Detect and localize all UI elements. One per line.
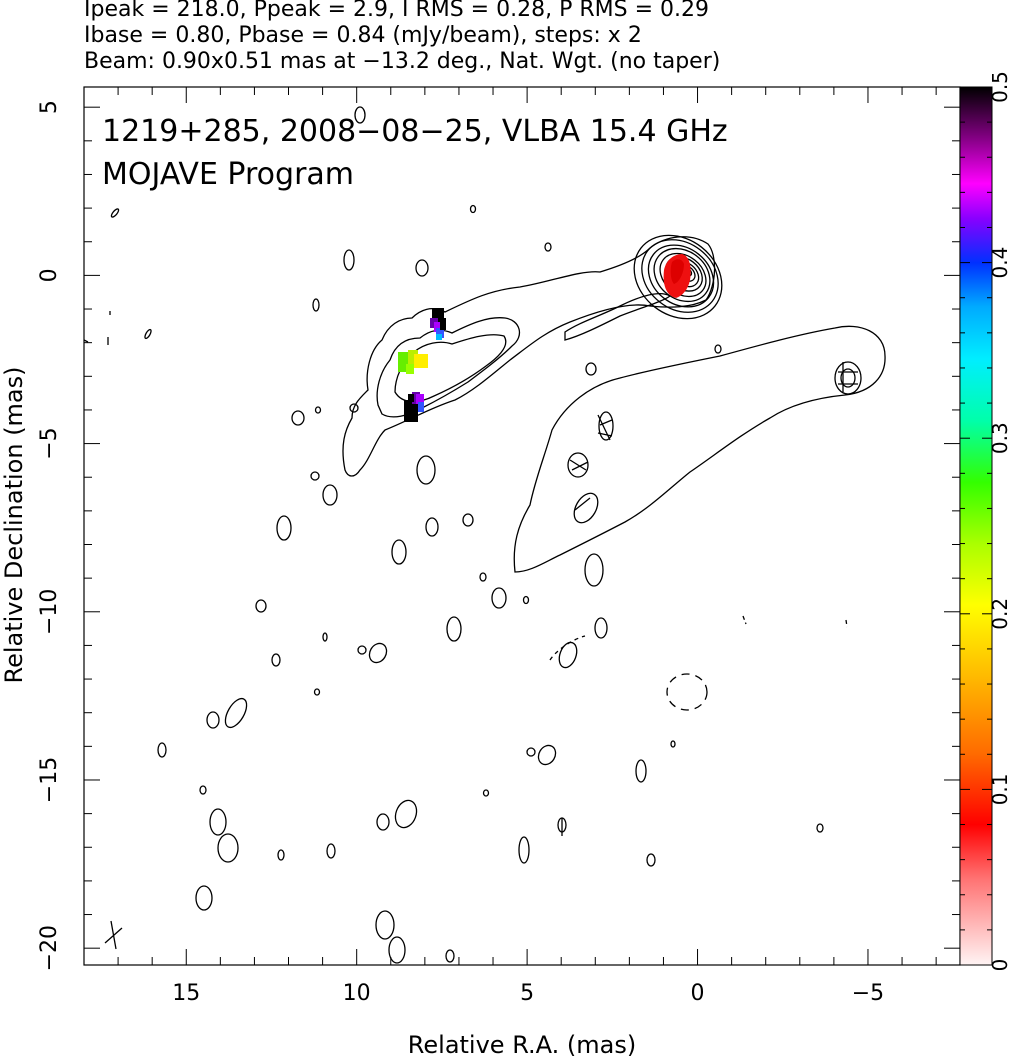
y-tick-label: 0	[37, 268, 62, 282]
y-tick-label: −5	[37, 427, 62, 459]
header-line-3: Beam: 0.90x0.51 mas at −13.2 deg., Nat. …	[84, 49, 721, 74]
colorbar-tick-label: 0.3	[988, 422, 1012, 454]
header-line-2: Ibase = 0.80, Pbase = 0.84 (mJy/beam), s…	[84, 23, 642, 48]
jet-inner-contour	[376, 317, 521, 418]
jet-outer-contour	[342, 236, 716, 477]
colorbar	[959, 86, 993, 966]
colorbar-tick-label: 0.5	[988, 71, 1012, 103]
header-line-1: Ipeak = 218.0, Ppeak = 2.9, I RMS = 0.28…	[84, 0, 709, 22]
x-axis-label: Relative R.A. (mas)	[408, 1031, 636, 1059]
contour-lines	[83, 106, 886, 964]
x-tick-label: 15	[172, 981, 200, 1006]
colorbar-tick-label: 0.1	[988, 773, 1012, 805]
y-tick-label: 5	[37, 100, 62, 114]
x-axis: 15 10 5 0 −5	[83, 87, 937, 1006]
colorbar-axis: 0 0.1 0.2 0.3 0.4 0.5	[960, 71, 1012, 971]
map-title-line-1: 1219+285, 2008−08−25, VLBA 15.4 GHz	[102, 114, 728, 149]
y-axis: 5 0 −5 −10 −15 −20	[37, 100, 960, 971]
colorbar-tick-label: 0.2	[988, 598, 1012, 630]
y-tick-label: −20	[37, 925, 62, 971]
map-title-line-2: MOJAVE Program	[102, 157, 354, 192]
y-tick-label: −15	[37, 757, 62, 803]
beam-marker	[104, 920, 123, 950]
x-tick-label: −5	[852, 981, 884, 1006]
x-tick-label: 10	[343, 981, 371, 1006]
colorbar-tick-label: 0	[988, 959, 1012, 972]
y-axis-label: Relative Declination (mas)	[0, 366, 28, 683]
colorbar-tick-label: 0.4	[988, 247, 1012, 279]
polarization-pixels	[398, 254, 691, 422]
x-tick-label: 0	[691, 981, 705, 1006]
x-tick-label: 5	[520, 981, 534, 1006]
southern-jet-contour	[513, 325, 886, 573]
plot-frame	[83, 86, 961, 966]
jet-bridge-contour	[564, 292, 672, 341]
y-tick-label: −10	[37, 589, 62, 635]
